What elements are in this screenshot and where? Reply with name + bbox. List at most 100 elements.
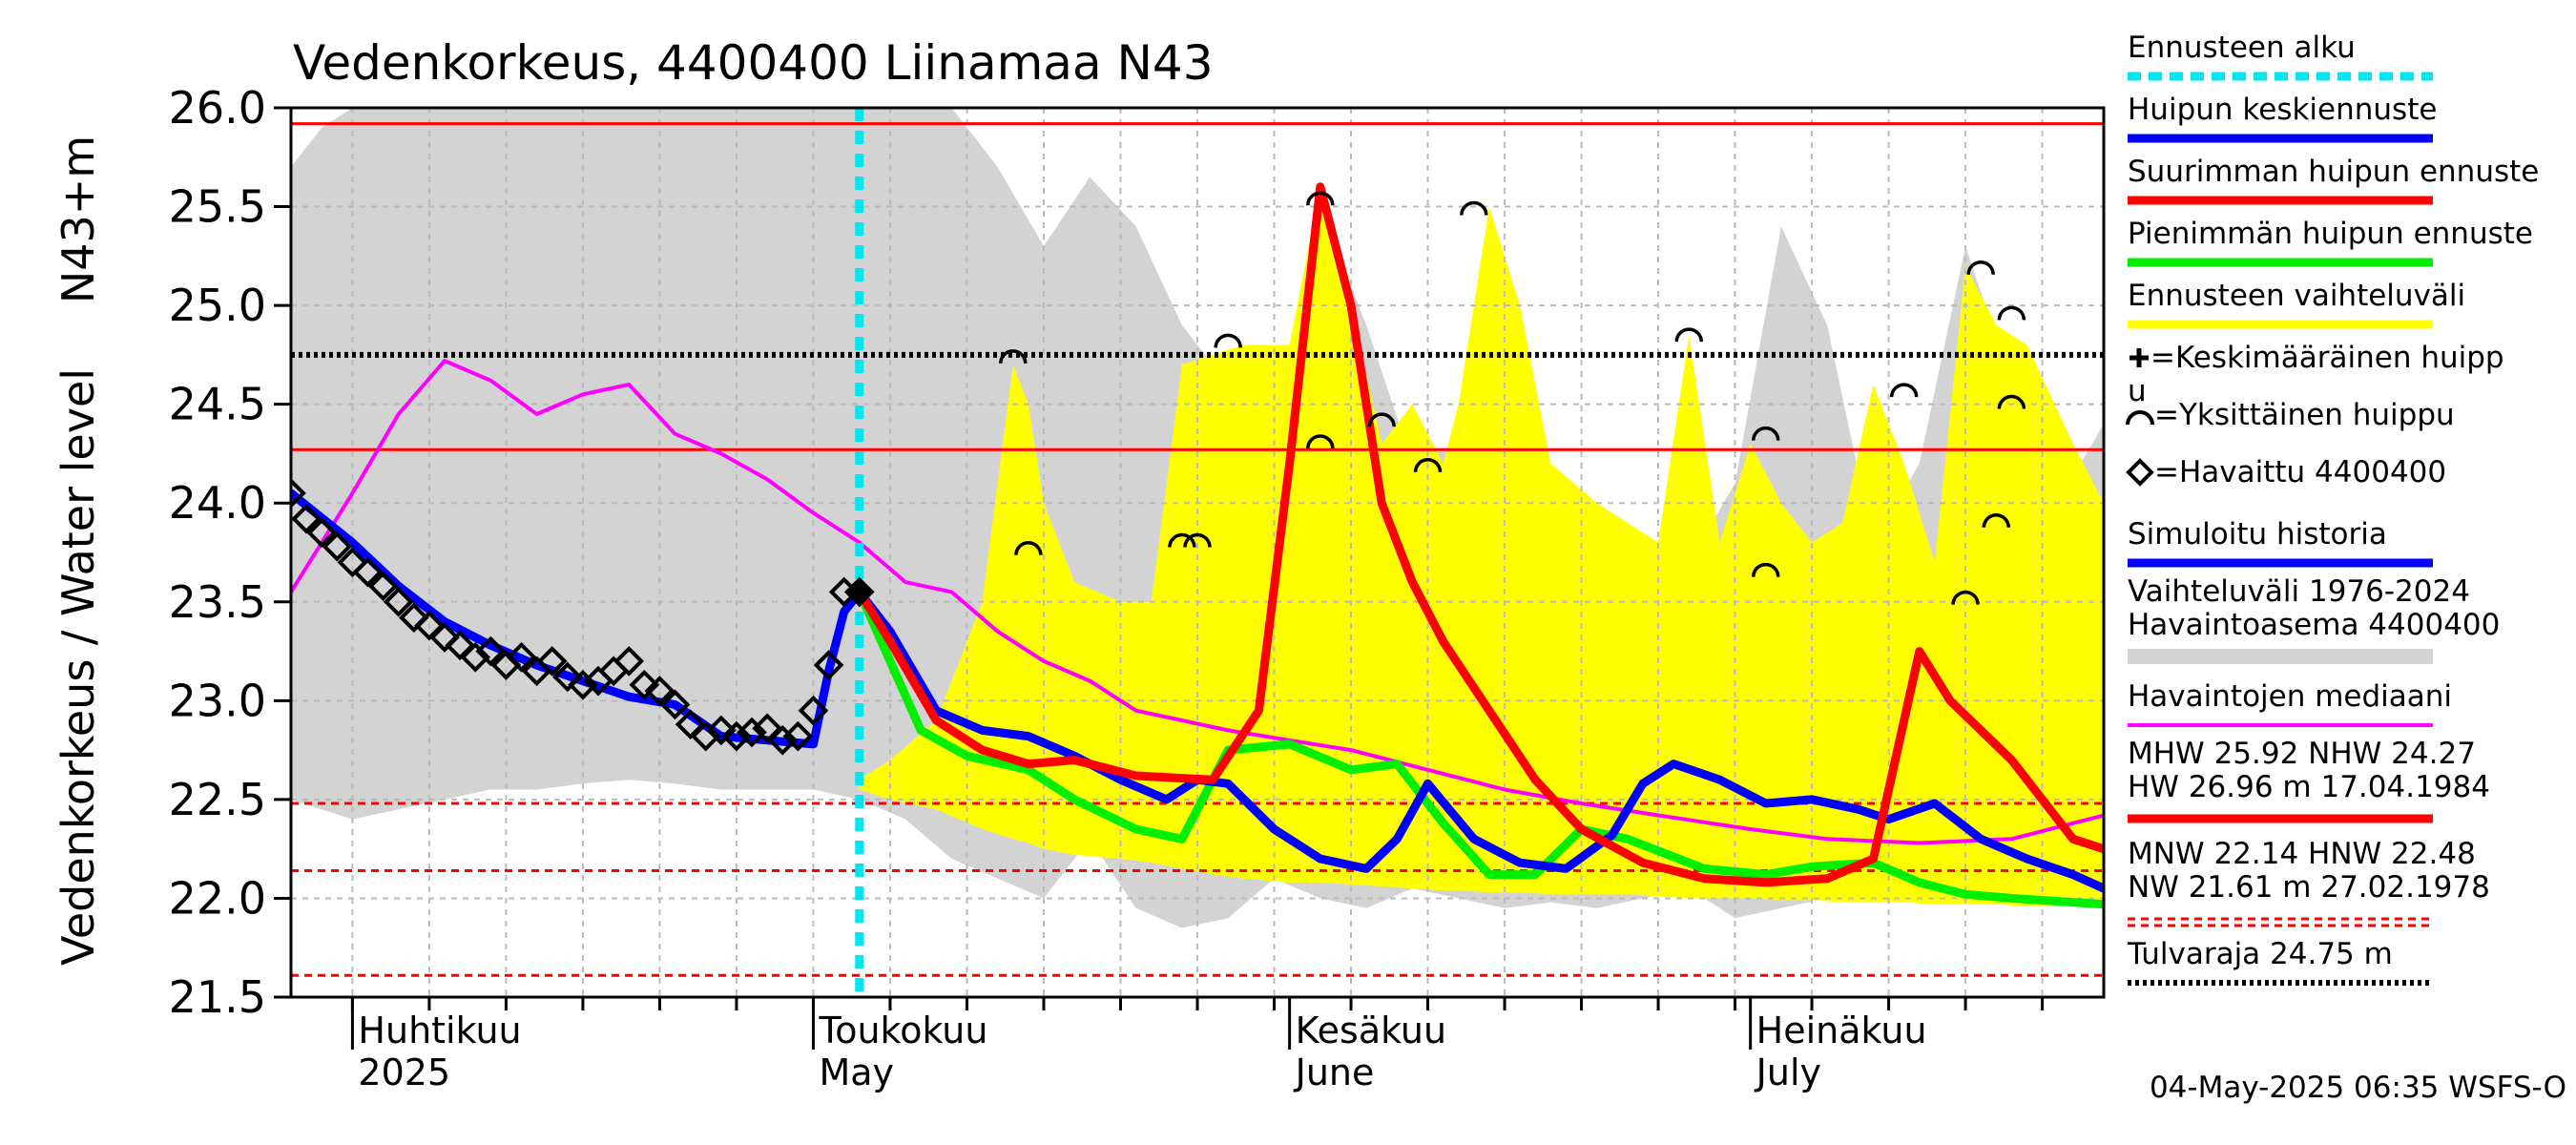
y-tick-label-8: 25.5 [169,181,266,233]
observed-point [706,715,737,746]
observed-point [644,676,675,706]
axes-frame [274,106,2106,1050]
peak-marker-13 [1889,383,1919,398]
min-peak-forecast-line [855,587,2104,909]
peak-marker-12 [1752,562,1780,577]
month-label-fi-2: Kesäkuu [1296,1010,1447,1051]
y-tick-label-2: 22.5 [169,774,266,825]
legend-item-3: Pienimmän huipun ennuste [2128,217,2533,267]
peak-marker-9 [1460,200,1488,216]
observed-point [721,720,752,752]
legend-item-9: Vaihteluväli 1976-2024 Havaintoasema 440… [2128,574,2500,664]
legend-label-1: Huipun keskiennuste [2128,93,2437,127]
marker-layer [291,191,2026,756]
legend-label-7: =Havaittu 4400400 [2154,455,2446,489]
legend-item-6: =Yksittäinen huippu [2126,398,2455,432]
month-label-fi-3: Heinäkuu [1756,1010,1927,1051]
peak-marker-5 [1306,191,1335,206]
month-label-en-1: May [819,1051,894,1093]
legend-arc-icon [2126,410,2154,426]
legend-item-10: Havaintojen mediaani [2128,679,2452,727]
peak-marker-2 [1168,532,1196,548]
y-axis-label: Vedenkorkeus / Water level [52,368,104,966]
observed-point [737,717,767,748]
legend: Ennusteen alku Huipun keskiennuste Suurimm… [2126,31,2566,1105]
y-axis-unit-label: N43+m [52,135,104,303]
axis-text-layer: 21.5 22.0 22.5 23.0 23.5 24.0 24.5 25.0 25.5 26.0… [52,35,1927,1093]
observed-point [291,478,306,509]
month-label-fi-1: Toukokuu [818,1010,987,1051]
simulated-history-line [291,489,864,749]
series-layer [291,108,2104,997]
peak-marker-6 [1306,434,1335,449]
peak-marker-0 [999,349,1028,364]
peak-marker-10 [1674,327,1703,343]
band-layer [291,108,2104,928]
footer-timestamp: 04-May-2025 06:35 WSFS-O [2150,1071,2566,1105]
observed-point [460,641,491,673]
legend-item-13: Tulvaraja 24.75 m [2127,937,2433,986]
observed-point [752,713,782,744]
observed-point [322,531,353,562]
observed-point [552,661,583,693]
chart-title: Vedenkorkeus, 4400400 Liinamaa N43 [293,35,1214,91]
legend-diamond-icon [2126,458,2154,487]
legend-label-2: Suurimman huipun ennuste [2128,155,2539,189]
legend-label-3: Pienimmän huipun ennuste [2128,217,2533,251]
observed-point [690,720,721,752]
observed-latest-point [848,581,870,603]
observed-point [536,646,568,677]
observed-point [782,720,814,752]
y-tick-label-9: 26.0 [169,82,266,134]
month-label-en-3: July [1755,1051,1821,1093]
legend-label-0: Ennusteen alku [2128,31,2356,65]
observed-point [429,622,460,653]
month-label-fi-0: Huhtikuu [358,1010,521,1051]
peak-marker-7 [1367,412,1396,427]
peak-marker-11 [1752,426,1780,441]
observed-point [445,630,475,661]
observed-point [813,650,844,680]
legend-label-6: =Yksittäinen huippu [2154,398,2455,432]
y-tick-label-4: 23.5 [169,576,266,628]
observed-point [414,610,445,641]
y-tick-label-6: 24.5 [169,379,266,430]
legend-item-4: Ennusteen vaihteluväli [2128,279,2465,329]
peak-marker-14 [1951,590,1980,605]
legend-label-12: MNW 22.14 HNW 22.48 [2128,837,2476,871]
legend-label-11: MHW 25.92 NHW 24.27 [2128,737,2476,771]
y-tick-label-0: 21.5 [169,971,266,1023]
peak-marker-3 [1183,532,1212,548]
legend-label2-11: HW 26.96 m 17.04.1984 [2128,770,2490,804]
observed-point [767,724,799,756]
observed-point [337,547,368,578]
legend-cross-icon [2129,348,2149,367]
forecast-range-band [859,186,2104,906]
max-peak-forecast-line [855,182,2104,887]
peak-marker-8 [1413,458,1443,472]
observed-point [659,689,691,720]
legend-label2-9: Havaintoasema 4400400 [2128,608,2500,642]
peak-marker-1 [1014,541,1043,555]
observed-point [306,517,338,549]
legend-label2-12: NW 21.61 m 27.02.1978 [2128,870,2490,905]
legend-label-13: Tulvaraja 24.75 m [2127,937,2393,971]
observed-point [629,669,660,700]
observed-point [475,635,507,667]
y-tick-label-5: 24.0 [169,477,266,529]
legend-label-10: Havaintojen mediaani [2128,679,2452,714]
peak-marker-15 [1966,260,1995,275]
observed-point [383,586,414,617]
legend-item-1: Huipun keskiennuste [2128,93,2437,143]
observed-point [613,646,645,677]
legend-label-4: Ennusteen vaihteluväli [2128,279,2465,313]
y-tick-label-1: 22.0 [169,872,266,924]
observed-point [675,709,706,740]
legend-label-8: Simuloitu historia [2128,517,2387,552]
observed-point [352,556,384,588]
month-label-en-0: 2025 [358,1051,450,1093]
observed-point [291,503,322,534]
